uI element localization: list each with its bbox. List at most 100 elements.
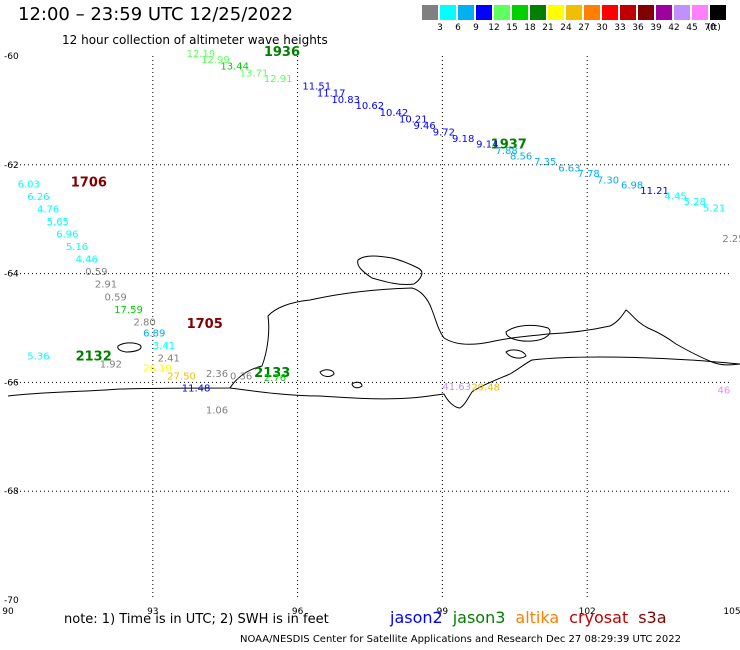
footnote: note: 1) Time is in UTC; 2) SWH is in fe…	[64, 612, 329, 627]
coastline-island-small-c	[505, 349, 527, 359]
coastline-shelf	[229, 356, 740, 409]
coastline-island-west	[117, 342, 142, 353]
wave-height-value: 0.59	[105, 292, 127, 303]
wave-height-value: 5.28	[684, 197, 706, 208]
longitude-label: 90	[2, 607, 14, 617]
wave-height-value: 9.72	[433, 127, 455, 138]
wave-height-value: 11.51	[302, 82, 331, 93]
longitude-label: 99	[437, 607, 449, 617]
legend-tick-label: 18	[524, 23, 536, 33]
wave-height-value: 9.46	[413, 121, 435, 132]
wave-height-value: 7.88	[495, 146, 517, 157]
legend-swatch	[638, 5, 654, 20]
legend-swatch	[512, 5, 528, 20]
satellite-legend: jason2 jason3 altika cryosat s3a	[390, 608, 677, 627]
legend-swatch	[710, 5, 726, 20]
latitude-label: -68	[4, 487, 19, 497]
wave-height-value: 29.48	[471, 383, 500, 394]
pass-time-label: 1706	[71, 176, 107, 191]
wave-height-value: 4.76	[37, 205, 59, 216]
wave-height-value: 6.03	[18, 180, 40, 191]
wave-height-value: 5.36	[27, 352, 49, 363]
wave-height-value: 5.16	[66, 242, 88, 253]
legend-tick-label: 70	[704, 23, 716, 33]
wave-height-value: 3.41	[153, 341, 175, 352]
wave-height-value: 9.14	[476, 139, 498, 150]
wave-height-value: 27.50	[167, 372, 196, 383]
legend-swatch	[584, 5, 600, 20]
legend-tick-label: 36	[632, 23, 644, 33]
legend-swatch	[692, 5, 708, 20]
coastline-island-small-a	[319, 369, 335, 377]
legend-swatch	[494, 5, 510, 20]
wave-height-value: 12.91	[264, 74, 293, 85]
wave-height-value: 2.41	[158, 354, 180, 365]
map-subtitle: 12 hour collection of altimeter wave hei…	[62, 33, 328, 47]
satellite-name: jason2	[390, 608, 443, 627]
wave-height-value: 10.21	[399, 114, 428, 125]
wave-height-value: 6.89	[143, 329, 165, 340]
coastline-island-north	[357, 255, 423, 285]
wave-height-value: 13.71	[240, 69, 269, 80]
wave-height-value: 12.19	[187, 49, 216, 60]
coastline-island-east	[505, 324, 551, 342]
latitude-label: -60	[4, 52, 19, 62]
wave-height-value: 6.63	[558, 163, 580, 174]
graticule	[8, 56, 732, 600]
legend-tick-label: 15	[506, 23, 518, 33]
wave-height-value: 17.59	[114, 305, 143, 316]
wave-height-value: 1.06	[206, 405, 228, 416]
wave-height-value: 2.76	[264, 373, 286, 384]
legend-swatch	[440, 5, 456, 20]
wave-height-value: 8.56	[510, 151, 532, 162]
longitude-label: 105	[723, 607, 740, 617]
latitude-label: -64	[4, 270, 19, 280]
longitude-label: 93	[147, 607, 158, 617]
legend-swatch	[656, 5, 672, 20]
wave-height-value: 10.42	[380, 108, 409, 119]
legend-tick-label: 12	[488, 23, 500, 33]
map-title: 12:00 – 23:59 UTC 12/25/2022	[18, 4, 294, 25]
wave-height-value: 26.10	[143, 364, 172, 375]
antarctic-coastline	[7, 255, 740, 409]
wave-height-value: 10.62	[356, 101, 385, 112]
coastline-main	[7, 287, 740, 397]
wave-height-value: 4.46	[76, 255, 98, 266]
wave-height-value: 0.36	[230, 372, 252, 383]
pass-time-label: 1705	[187, 317, 223, 332]
wave-height-value: 7.78	[578, 169, 600, 180]
wave-height-value: 10.83	[331, 95, 360, 106]
legend-swatch	[548, 5, 564, 20]
legend-swatch	[566, 5, 582, 20]
pass-time-label: 1937	[491, 137, 527, 152]
legend-tick-label: 6	[455, 23, 461, 33]
legend-swatch	[422, 5, 438, 20]
credit-line: NOAA/NESDIS Center for Satellite Applica…	[240, 634, 682, 645]
wave-height-value: 2.25	[722, 234, 740, 245]
wave-height-value: 0.59	[85, 267, 107, 278]
wave-height-value: 2.80	[133, 317, 155, 328]
legend-swatch	[530, 5, 546, 20]
latitude-label: -66	[4, 378, 19, 388]
satellite-name: jason3	[452, 608, 506, 627]
satellite-name: cryosat	[569, 608, 629, 627]
wave-height-value: 12.99	[201, 55, 230, 66]
wave-height-value: 5.65	[47, 217, 69, 228]
wave-height-value: 6.96	[56, 230, 78, 241]
legend-swatch	[458, 5, 474, 20]
legend-tick-label: 27	[578, 23, 590, 33]
wave-height-value: 2.91	[95, 280, 117, 291]
legend-swatch	[674, 5, 690, 20]
wave-height-value: 41.63	[442, 382, 471, 393]
pass-time-label: 2132	[76, 350, 112, 365]
longitude-label: 96	[292, 607, 304, 617]
legend-tick-label: 39	[650, 23, 662, 33]
legend-tick-label: 3	[437, 23, 443, 33]
wave-height-value: 46	[718, 385, 731, 396]
wave-height-value: 2.36	[206, 369, 228, 380]
legend-tick-label: 30	[596, 23, 608, 33]
legend-tick-label: 42	[668, 23, 680, 33]
latitude-label: -62	[4, 161, 19, 171]
